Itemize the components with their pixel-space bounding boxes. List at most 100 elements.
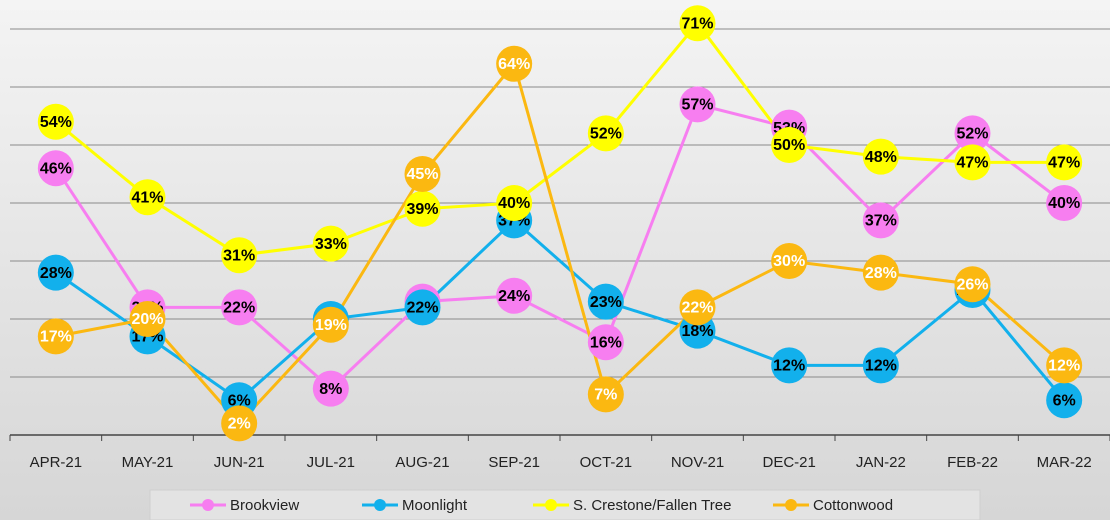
data-point xyxy=(312,370,349,407)
x-tick-label: MAR-22 xyxy=(1037,454,1092,471)
data-label: 22% xyxy=(223,300,255,317)
data-label: 54% xyxy=(40,114,72,131)
x-tick-label: JUN-21 xyxy=(214,454,265,471)
x-tick-label: DEC-21 xyxy=(762,454,815,471)
data-point xyxy=(312,225,349,262)
data-point xyxy=(221,289,258,326)
data-point xyxy=(37,318,74,355)
data-label: 16% xyxy=(590,334,622,351)
x-tick-label: MAY-21 xyxy=(122,454,174,471)
data-point xyxy=(679,86,716,123)
data-label: 7% xyxy=(594,387,617,404)
data-label: 12% xyxy=(1048,358,1080,375)
data-label: 46% xyxy=(40,160,72,177)
data-label: 48% xyxy=(865,149,897,166)
data-label: 30% xyxy=(773,253,805,270)
legend-marker xyxy=(785,499,797,511)
data-point xyxy=(129,301,166,337)
data-label: 39% xyxy=(406,201,438,218)
data-point xyxy=(771,347,808,384)
data-label: 28% xyxy=(40,265,72,282)
data-point xyxy=(587,283,624,320)
data-point xyxy=(1046,347,1083,384)
data-point xyxy=(37,150,74,187)
data-label: 6% xyxy=(228,392,251,409)
data-point xyxy=(404,190,441,227)
data-label: 18% xyxy=(681,323,713,340)
x-tick-label: SEP-21 xyxy=(488,454,540,471)
legend-label: Cottonwood xyxy=(813,497,893,514)
data-label: 52% xyxy=(590,126,622,143)
legend-label: Moonlight xyxy=(402,497,468,514)
legend-label: S. Crestone/Fallen Tree xyxy=(573,497,731,514)
legend-label: Brookview xyxy=(230,497,299,514)
data-label: 57% xyxy=(681,97,713,114)
x-tick-label: APR-21 xyxy=(30,454,83,471)
data-point xyxy=(679,5,716,42)
data-label: 47% xyxy=(956,155,988,172)
data-label: 8% xyxy=(319,381,342,398)
data-point xyxy=(404,289,441,326)
data-point xyxy=(862,138,899,175)
data-label: 26% xyxy=(956,276,988,293)
series-line xyxy=(54,218,1066,403)
data-label: 33% xyxy=(315,236,347,253)
data-point xyxy=(862,254,899,291)
data-point xyxy=(129,179,166,216)
data-point xyxy=(404,156,441,192)
data-label: 23% xyxy=(590,294,622,311)
data-label: 52% xyxy=(956,126,988,143)
data-point xyxy=(221,405,258,442)
data-point xyxy=(771,127,808,163)
data-point xyxy=(1046,185,1083,221)
data-label: 2% xyxy=(228,416,251,433)
data-point xyxy=(496,277,533,314)
data-label: 40% xyxy=(498,195,530,212)
data-label: 12% xyxy=(773,358,805,375)
x-tick-label: JUL-21 xyxy=(307,454,355,471)
data-point xyxy=(679,289,716,326)
data-point xyxy=(1046,382,1083,419)
data-point xyxy=(954,115,991,152)
data-label: 50% xyxy=(773,137,805,154)
data-label: 41% xyxy=(131,189,163,206)
data-label: 22% xyxy=(681,300,713,317)
x-tick-label: FEB-22 xyxy=(947,454,998,471)
x-tick-label: OCT-21 xyxy=(580,454,633,471)
data-label: 19% xyxy=(315,317,347,334)
data-point xyxy=(587,376,624,413)
data-label: 45% xyxy=(406,166,438,183)
data-label: 24% xyxy=(498,288,530,305)
data-point xyxy=(954,266,991,303)
data-point xyxy=(954,144,991,181)
data-label: 64% xyxy=(498,56,530,73)
data-label: 28% xyxy=(865,265,897,282)
data-point xyxy=(496,45,533,82)
legend-marker xyxy=(545,499,557,511)
data-point xyxy=(312,306,349,343)
x-tick-label: NOV-21 xyxy=(671,454,724,471)
data-point xyxy=(1046,144,1083,181)
data-point xyxy=(862,347,899,384)
x-tick-label: AUG-21 xyxy=(395,454,449,471)
data-point xyxy=(587,324,624,361)
data-label: 31% xyxy=(223,247,255,264)
x-tick-label: JAN-22 xyxy=(856,454,906,471)
data-label: 37% xyxy=(865,213,897,230)
data-point xyxy=(587,115,624,152)
data-point xyxy=(862,202,899,239)
data-label: 40% xyxy=(1048,195,1080,212)
data-point xyxy=(37,254,74,291)
data-label: 71% xyxy=(681,15,713,32)
data-label: 6% xyxy=(1053,392,1076,409)
data-label: 47% xyxy=(1048,155,1080,172)
data-point xyxy=(37,103,74,140)
data-label: 22% xyxy=(406,300,438,317)
data-point xyxy=(496,185,533,221)
data-label: 20% xyxy=(131,311,163,328)
legend-marker xyxy=(202,499,214,511)
data-label: 12% xyxy=(865,358,897,375)
data-point xyxy=(771,243,808,279)
